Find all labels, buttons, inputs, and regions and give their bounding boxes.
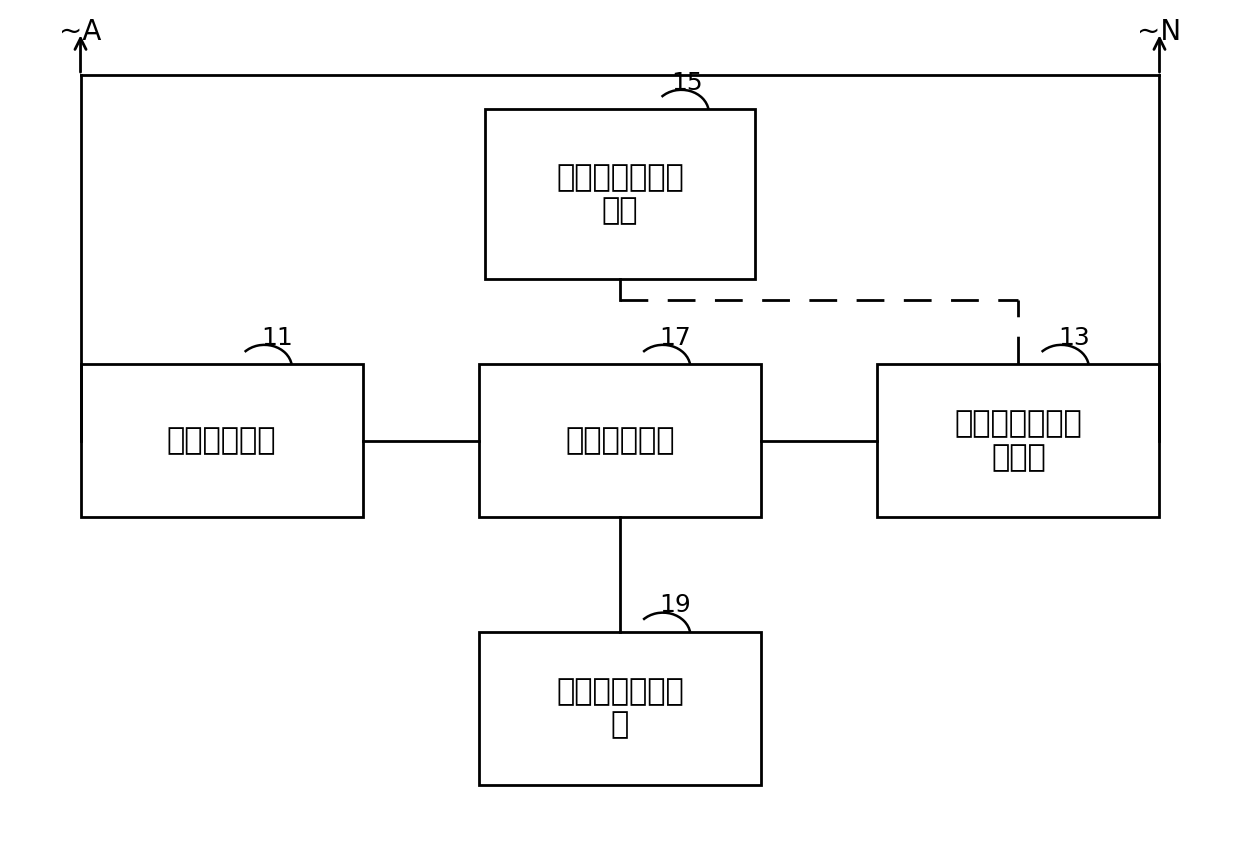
Text: 19: 19: [660, 594, 691, 617]
Text: ~A: ~A: [60, 18, 102, 47]
Text: 排烟风机的供电
回路: 排烟风机的供电 回路: [556, 162, 684, 226]
Text: 11: 11: [260, 326, 293, 350]
Bar: [485, 109, 755, 279]
Bar: [81, 364, 362, 517]
Text: 延时通断模块: 延时通断模块: [565, 426, 675, 455]
Bar: [479, 632, 761, 785]
Text: 13: 13: [1058, 326, 1090, 350]
Bar: [878, 364, 1159, 517]
Text: 信号接入模块: 信号接入模块: [166, 426, 277, 455]
Text: ~N: ~N: [1137, 18, 1182, 47]
Text: 排烟风机供电控
制模块: 排烟风机供电控 制模块: [955, 410, 1083, 472]
Text: 15: 15: [672, 71, 703, 94]
Text: 17: 17: [660, 326, 691, 350]
Text: 延时通断控制模
块: 延时通断控制模 块: [556, 677, 684, 740]
Bar: [479, 364, 761, 517]
